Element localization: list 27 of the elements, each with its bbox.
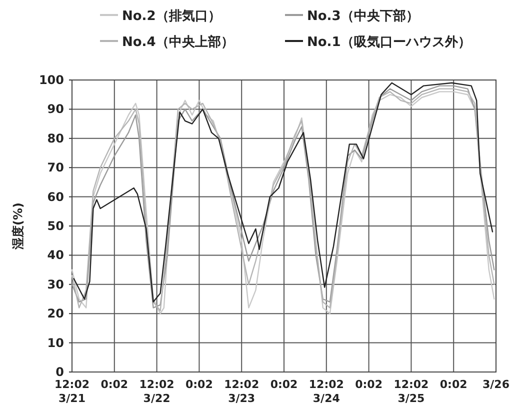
y-axis-title: 湿度(%) — [11, 202, 25, 250]
x-tick-label: 12:02 3/21 — [54, 378, 90, 405]
legend-label: No.4（中央上部） — [122, 34, 234, 50]
y-tick-label: 90 — [47, 102, 64, 116]
y-tick-label: 30 — [47, 277, 64, 292]
y-tick-label: 0 — [56, 365, 64, 379]
y-tick-label: 40 — [47, 248, 64, 262]
y-tick-label: 80 — [47, 131, 64, 146]
y-tick-label: 60 — [47, 190, 64, 204]
y-tick-label: 100 — [38, 73, 64, 87]
y-tick-label: 50 — [47, 219, 64, 233]
legend-label: No.3（中央下部） — [307, 8, 419, 24]
x-tick-label: 0:02 — [186, 378, 213, 391]
y-tick-label: 70 — [47, 160, 64, 175]
x-tick-label: 0:02 — [355, 378, 382, 391]
x-tick-label: 12:02 3/24 — [308, 378, 344, 405]
x-tick-label: 0:02 — [100, 378, 128, 391]
x-tick-label: 3/26 — [482, 378, 510, 391]
x-tick-label: 12:02 3/22 — [139, 378, 174, 405]
x-tick-label: 0:02 — [270, 378, 298, 391]
x-tick-label: 12:02 3/23 — [224, 378, 260, 405]
y-tick-label: 20 — [47, 306, 64, 321]
x-tick-label: 12:02 3/25 — [394, 378, 429, 405]
y-tick-label: 10 — [47, 336, 64, 350]
x-tick-label: 0:02 — [440, 378, 468, 391]
legend-label: No.2（排気口） — [122, 9, 221, 24]
legend-label: No.1（吸気口ーハウス外） — [307, 35, 471, 50]
